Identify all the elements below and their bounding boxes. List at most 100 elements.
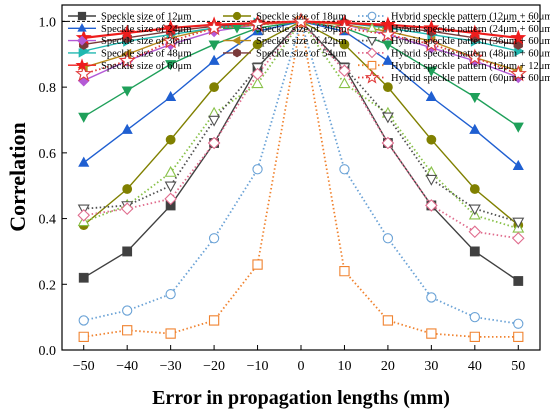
data-point	[425, 90, 437, 101]
axes: −50 −40 −30 −20 −10 0 10 20 30 40 50 0.0 0.2 0.4 0.6 0.…	[39, 15, 526, 374]
legend-item-2: Speckle size of 18μm	[223, 12, 346, 23]
data-point	[426, 328, 437, 339]
x-tick-label: −20	[203, 359, 225, 374]
data-point	[469, 123, 481, 134]
data-point	[426, 292, 437, 303]
series-14	[78, 16, 524, 343]
data-point	[208, 54, 220, 65]
legend-item-15: Hybrid speckle pattern (60μm + 60μm)	[358, 69, 550, 84]
data-point	[339, 164, 350, 175]
data-point	[425, 174, 438, 186]
data-point	[121, 86, 133, 97]
data-point	[382, 40, 394, 51]
series-line	[83, 21, 519, 338]
legend-marker	[364, 69, 380, 84]
series-line	[83, 19, 519, 230]
plot-area	[61, 4, 541, 351]
data-point	[379, 25, 397, 42]
data-point	[122, 305, 133, 316]
data-point	[513, 331, 524, 343]
legend-label: Speckle size of 24μm	[101, 24, 191, 35]
data-point	[207, 136, 221, 150]
legend-marker	[78, 48, 88, 58]
data-point	[77, 208, 91, 222]
data-point	[469, 246, 480, 257]
data-point	[469, 311, 480, 323]
legend-marker	[77, 23, 87, 32]
data-point	[382, 54, 394, 65]
data-point	[78, 272, 89, 283]
legend-marker	[231, 35, 241, 46]
x-tick-label: 50	[511, 359, 525, 374]
data-point	[338, 64, 351, 78]
legend-marker	[366, 37, 378, 47]
data-point	[511, 231, 525, 245]
data-point	[122, 184, 133, 194]
data-point	[161, 32, 180, 49]
series-line	[83, 20, 519, 75]
x-tick-label: −30	[160, 359, 182, 374]
series-line	[83, 20, 519, 223]
data-point	[208, 233, 220, 244]
legend-marker	[75, 58, 89, 71]
data-point	[469, 331, 480, 343]
legend-label: Speckle size of 60μm	[101, 61, 191, 72]
legend-item-11: Hybrid speckle pattern (24μm + 60μm)	[358, 22, 550, 35]
legend-label: Hybrid speckle pattern (36μm + 60μm)	[391, 36, 550, 47]
data-point	[252, 39, 263, 50]
data-point	[383, 82, 393, 93]
x-tick-label: 40	[468, 359, 482, 374]
legend-item-9: Speckle size of 60μm	[68, 58, 191, 72]
data-point	[513, 276, 524, 286]
legend-item-5: Speckle size of 36μm	[68, 35, 191, 47]
x-tick-label: 0	[298, 359, 305, 374]
data-point	[338, 77, 351, 89]
data-point	[118, 51, 136, 69]
legend-marker	[233, 48, 241, 58]
data-point	[381, 136, 395, 150]
data-point	[119, 24, 136, 40]
data-point	[120, 202, 134, 216]
data-point	[165, 328, 176, 339]
legend-label: Speckle size of 12μm	[101, 12, 191, 23]
y-tick-label: 0.2	[39, 278, 57, 293]
legend-marker	[77, 35, 87, 46]
y-axis-label: Correlation	[5, 122, 30, 232]
data-point	[381, 112, 394, 124]
data-point	[165, 90, 177, 101]
y-tick-label: 1.0	[39, 15, 57, 30]
legend-label: Speckle size of 54μm	[256, 49, 346, 60]
legend-label: Speckle size of 36μm	[101, 36, 191, 47]
legend-label: Speckle size of 42μm	[256, 36, 346, 47]
legend-marker	[232, 11, 242, 21]
data-point	[425, 199, 438, 212]
data-point	[512, 122, 524, 133]
legend-marker	[232, 24, 242, 34]
data-point	[78, 331, 89, 343]
legend-marker	[367, 60, 377, 70]
legend-item-12: Hybrid speckle pattern (36μm + 60μm)	[358, 36, 550, 47]
data-point	[205, 18, 223, 36]
legend-item-10: Hybrid speckle pattern (12μm + 60μm)	[358, 12, 550, 23]
data-point	[164, 181, 177, 193]
data-point	[382, 233, 394, 244]
legend-item-4: Speckle size of 30μm	[223, 24, 346, 35]
legend-label: Speckle size of 48μm	[101, 49, 191, 60]
legend-item-3: Speckle size of 24μm	[68, 23, 191, 35]
x-tick-label: 20	[381, 359, 395, 374]
data-point	[468, 225, 482, 239]
data-point	[468, 204, 481, 216]
data-point	[165, 60, 177, 71]
series-layer	[75, 12, 527, 343]
legend-item-7: Speckle size of 48μm	[68, 48, 191, 60]
data-point	[78, 315, 89, 326]
data-point	[251, 77, 264, 89]
data-point	[426, 134, 437, 145]
y-tick-label: 0.0	[39, 344, 57, 359]
data-point	[75, 64, 93, 82]
x-tick-label: −10	[247, 359, 269, 374]
legend-marker	[366, 47, 378, 59]
legend-marker	[77, 11, 87, 21]
x-tick-label: 10	[337, 359, 351, 374]
